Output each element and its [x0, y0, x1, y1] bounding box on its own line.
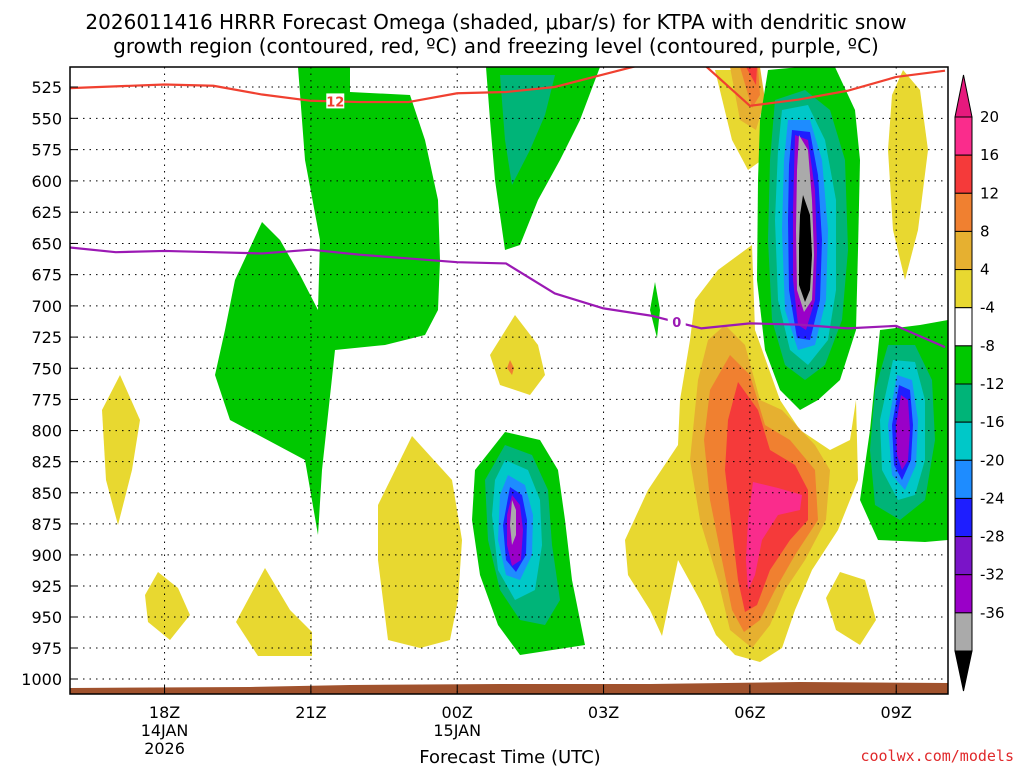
contour-label: 0: [672, 316, 681, 331]
y-tick-label: 725: [31, 328, 62, 347]
y-tick-label: 950: [31, 608, 62, 627]
colorbar-label: -20: [980, 451, 1005, 469]
colorbar-swatch: [954, 307, 973, 347]
chart-title-line1: 2026011416 HRRR Forecast Omega (shaded, …: [85, 10, 906, 34]
y-tick-label: 975: [31, 639, 62, 658]
colorbar-label: -16: [980, 413, 1005, 431]
plot-frame: [69, 66, 949, 695]
contour-label-bg: [667, 314, 686, 330]
colorbar-swatch: [954, 459, 973, 499]
omega-shading: [70, 67, 948, 694]
y-tick-label: 550: [31, 109, 62, 128]
colorbar-swatch: [954, 269, 973, 309]
y-tick-label: 1000: [21, 670, 62, 689]
omega-area-green: [650, 282, 660, 338]
omega-area-yellow: [378, 436, 462, 648]
credit-link[interactable]: coolwx.com/models: [860, 747, 1014, 765]
colorbar-swatch: [954, 345, 973, 385]
omega-area-gray: [510, 500, 516, 545]
x-tick-year: 2026: [144, 739, 185, 758]
x-tick-label: 21Z: [295, 703, 326, 722]
omega-area-black: [799, 195, 812, 302]
colorbar-swatch: [954, 574, 973, 614]
contour-lines: 12 0: [70, 67, 946, 349]
colorbar-label: -32: [980, 566, 1005, 584]
y-tick-label: 575: [31, 141, 62, 160]
chart-title-line2: growth region (contoured, red, ºC) and f…: [113, 34, 879, 58]
colorbar-label: 8: [980, 222, 990, 240]
y-tick-label: 525: [31, 78, 62, 97]
y-tick-label: 825: [31, 453, 62, 472]
y-tick-label: 800: [31, 422, 62, 441]
ground-strip: [70, 682, 948, 694]
omega-area-teal: [500, 75, 555, 185]
colorbar-swatch: [954, 230, 973, 271]
y-axis: 525 550 575 600 625 650 675 700 725 750 775 800 825 8…: [21, 78, 78, 689]
colorbar-top-arrow: [954, 74, 973, 118]
x-tick-label: 06Z: [734, 703, 765, 722]
x-tick-date: 15JAN: [433, 721, 481, 740]
contour-line-12: [70, 67, 946, 107]
contour-line-0: [70, 246, 946, 349]
colorbar: 20 16 12 8 4 -4 -8 -12 -16 -20 -24 -28 -32 -36: [954, 74, 1005, 692]
omega-area-green: [215, 67, 440, 535]
omega-area-yellow: [490, 315, 545, 395]
y-tick-label: 675: [31, 266, 62, 285]
y-tick-label: 875: [31, 515, 62, 534]
colorbar-swatch: [954, 612, 973, 652]
omega-area-orange-spot: [507, 360, 514, 375]
colorbar-swatch: [954, 383, 973, 423]
colorbar-label: -12: [980, 375, 1005, 393]
x-tick-date: 14JAN: [141, 721, 189, 740]
colorbar-label: 20: [980, 108, 999, 126]
colorbar-label: -36: [980, 604, 1005, 622]
omega-area-yellow: [102, 375, 140, 525]
gridlines: [70, 67, 948, 694]
x-tick-label: 00Z: [442, 703, 473, 722]
colorbar-label: -4: [980, 299, 995, 317]
y-tick-label: 750: [31, 359, 62, 378]
y-tick-label: 700: [31, 297, 62, 316]
omega-area-yellow: [888, 70, 928, 280]
colorbar-label: 16: [980, 146, 999, 164]
y-tick-label: 850: [31, 484, 62, 503]
omega-area-magenta: [746, 482, 802, 590]
colorbar-swatch: [954, 421, 973, 461]
colorbar-label: 4: [980, 261, 990, 279]
y-tick-label: 600: [31, 172, 62, 191]
colorbar-bottom-arrow: [954, 650, 973, 692]
contour-label: 12: [326, 95, 344, 110]
omega-area-yellow: [236, 568, 312, 656]
colorbar-label: -24: [980, 489, 1005, 507]
y-tick-label: 775: [31, 390, 62, 409]
colorbar-swatch: [954, 536, 973, 576]
colorbar-label: -8: [980, 337, 995, 355]
y-tick-label: 900: [31, 546, 62, 565]
colorbar-swatch: [954, 116, 973, 156]
omega-area-red: [746, 67, 757, 85]
omega-area-purple: [896, 395, 910, 470]
y-tick-label: 650: [31, 234, 62, 253]
colorbar-swatch: [954, 192, 973, 232]
y-tick-label: 925: [31, 577, 62, 596]
omega-area-yellow: [145, 572, 190, 640]
x-axis-label: Forecast Time (UTC): [419, 747, 600, 768]
omega-area-yellow: [826, 572, 876, 645]
x-tick-label: 18Z: [149, 703, 180, 722]
colorbar-swatch: [954, 154, 973, 194]
colorbar-label: 12: [980, 184, 999, 202]
x-tick-label: 03Z: [588, 703, 619, 722]
colorbar-label: -28: [980, 528, 1005, 546]
contour-label-bg: [326, 93, 345, 109]
colorbar-swatch: [954, 497, 973, 538]
x-tick-label: 09Z: [881, 703, 912, 722]
y-tick-label: 625: [31, 203, 62, 222]
